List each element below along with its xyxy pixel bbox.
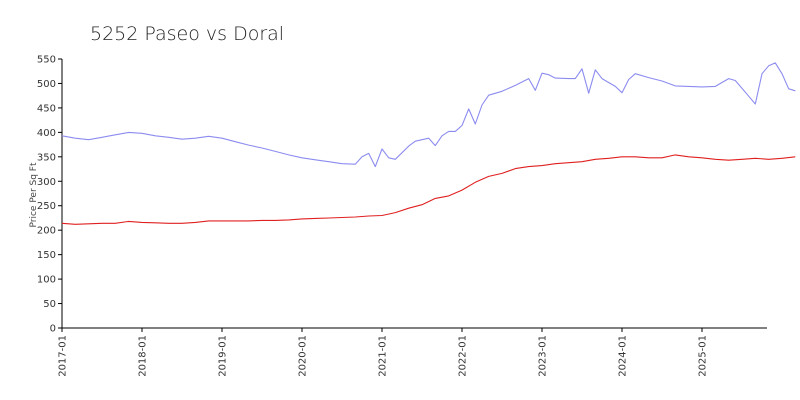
x-tick-label: 2020-01	[298, 335, 309, 377]
x-tick-label: 2024-01	[618, 335, 629, 377]
y-tick-label: 250	[37, 201, 56, 212]
x-tick-label: 2023-01	[538, 335, 549, 377]
x-tick-label: 2021-01	[378, 335, 389, 377]
x-tick-label: 2017-01	[58, 335, 69, 377]
y-tick-label: 300	[37, 177, 56, 188]
y-tick-label: 450	[37, 103, 56, 114]
y-tick-label: 550	[37, 55, 56, 66]
y-tick-label: 50	[43, 299, 56, 310]
x-tick-label: 2022-01	[458, 335, 469, 377]
y-tick-label: 100	[37, 275, 56, 286]
y-tick-label: 350	[37, 152, 56, 163]
series-line-2	[61, 154, 796, 225]
y-axis-label: Price Per Sq Ft	[29, 162, 39, 227]
y-axis: 0 50 100 150 200 250 300 350 400 450 500 550	[37, 55, 63, 335]
y-tick-label: 200	[37, 226, 56, 237]
x-axis: 2017-01 2018-01 2019-01 2020-01 2021-01 2022-…	[58, 327, 767, 377]
x-tick-label: 2019-01	[218, 335, 229, 377]
chart-title: 5252 Paseo vs Doral	[90, 23, 284, 45]
series-line-1	[61, 62, 796, 168]
y-tick-label: 150	[37, 250, 56, 261]
series-group	[61, 62, 796, 225]
y-tick-label: 500	[37, 79, 56, 90]
y-tick-label: 0	[50, 324, 56, 335]
x-tick-label: 2025-01	[698, 335, 709, 377]
x-tick-label: 2018-01	[138, 335, 149, 377]
y-tick-label: 400	[37, 128, 56, 139]
